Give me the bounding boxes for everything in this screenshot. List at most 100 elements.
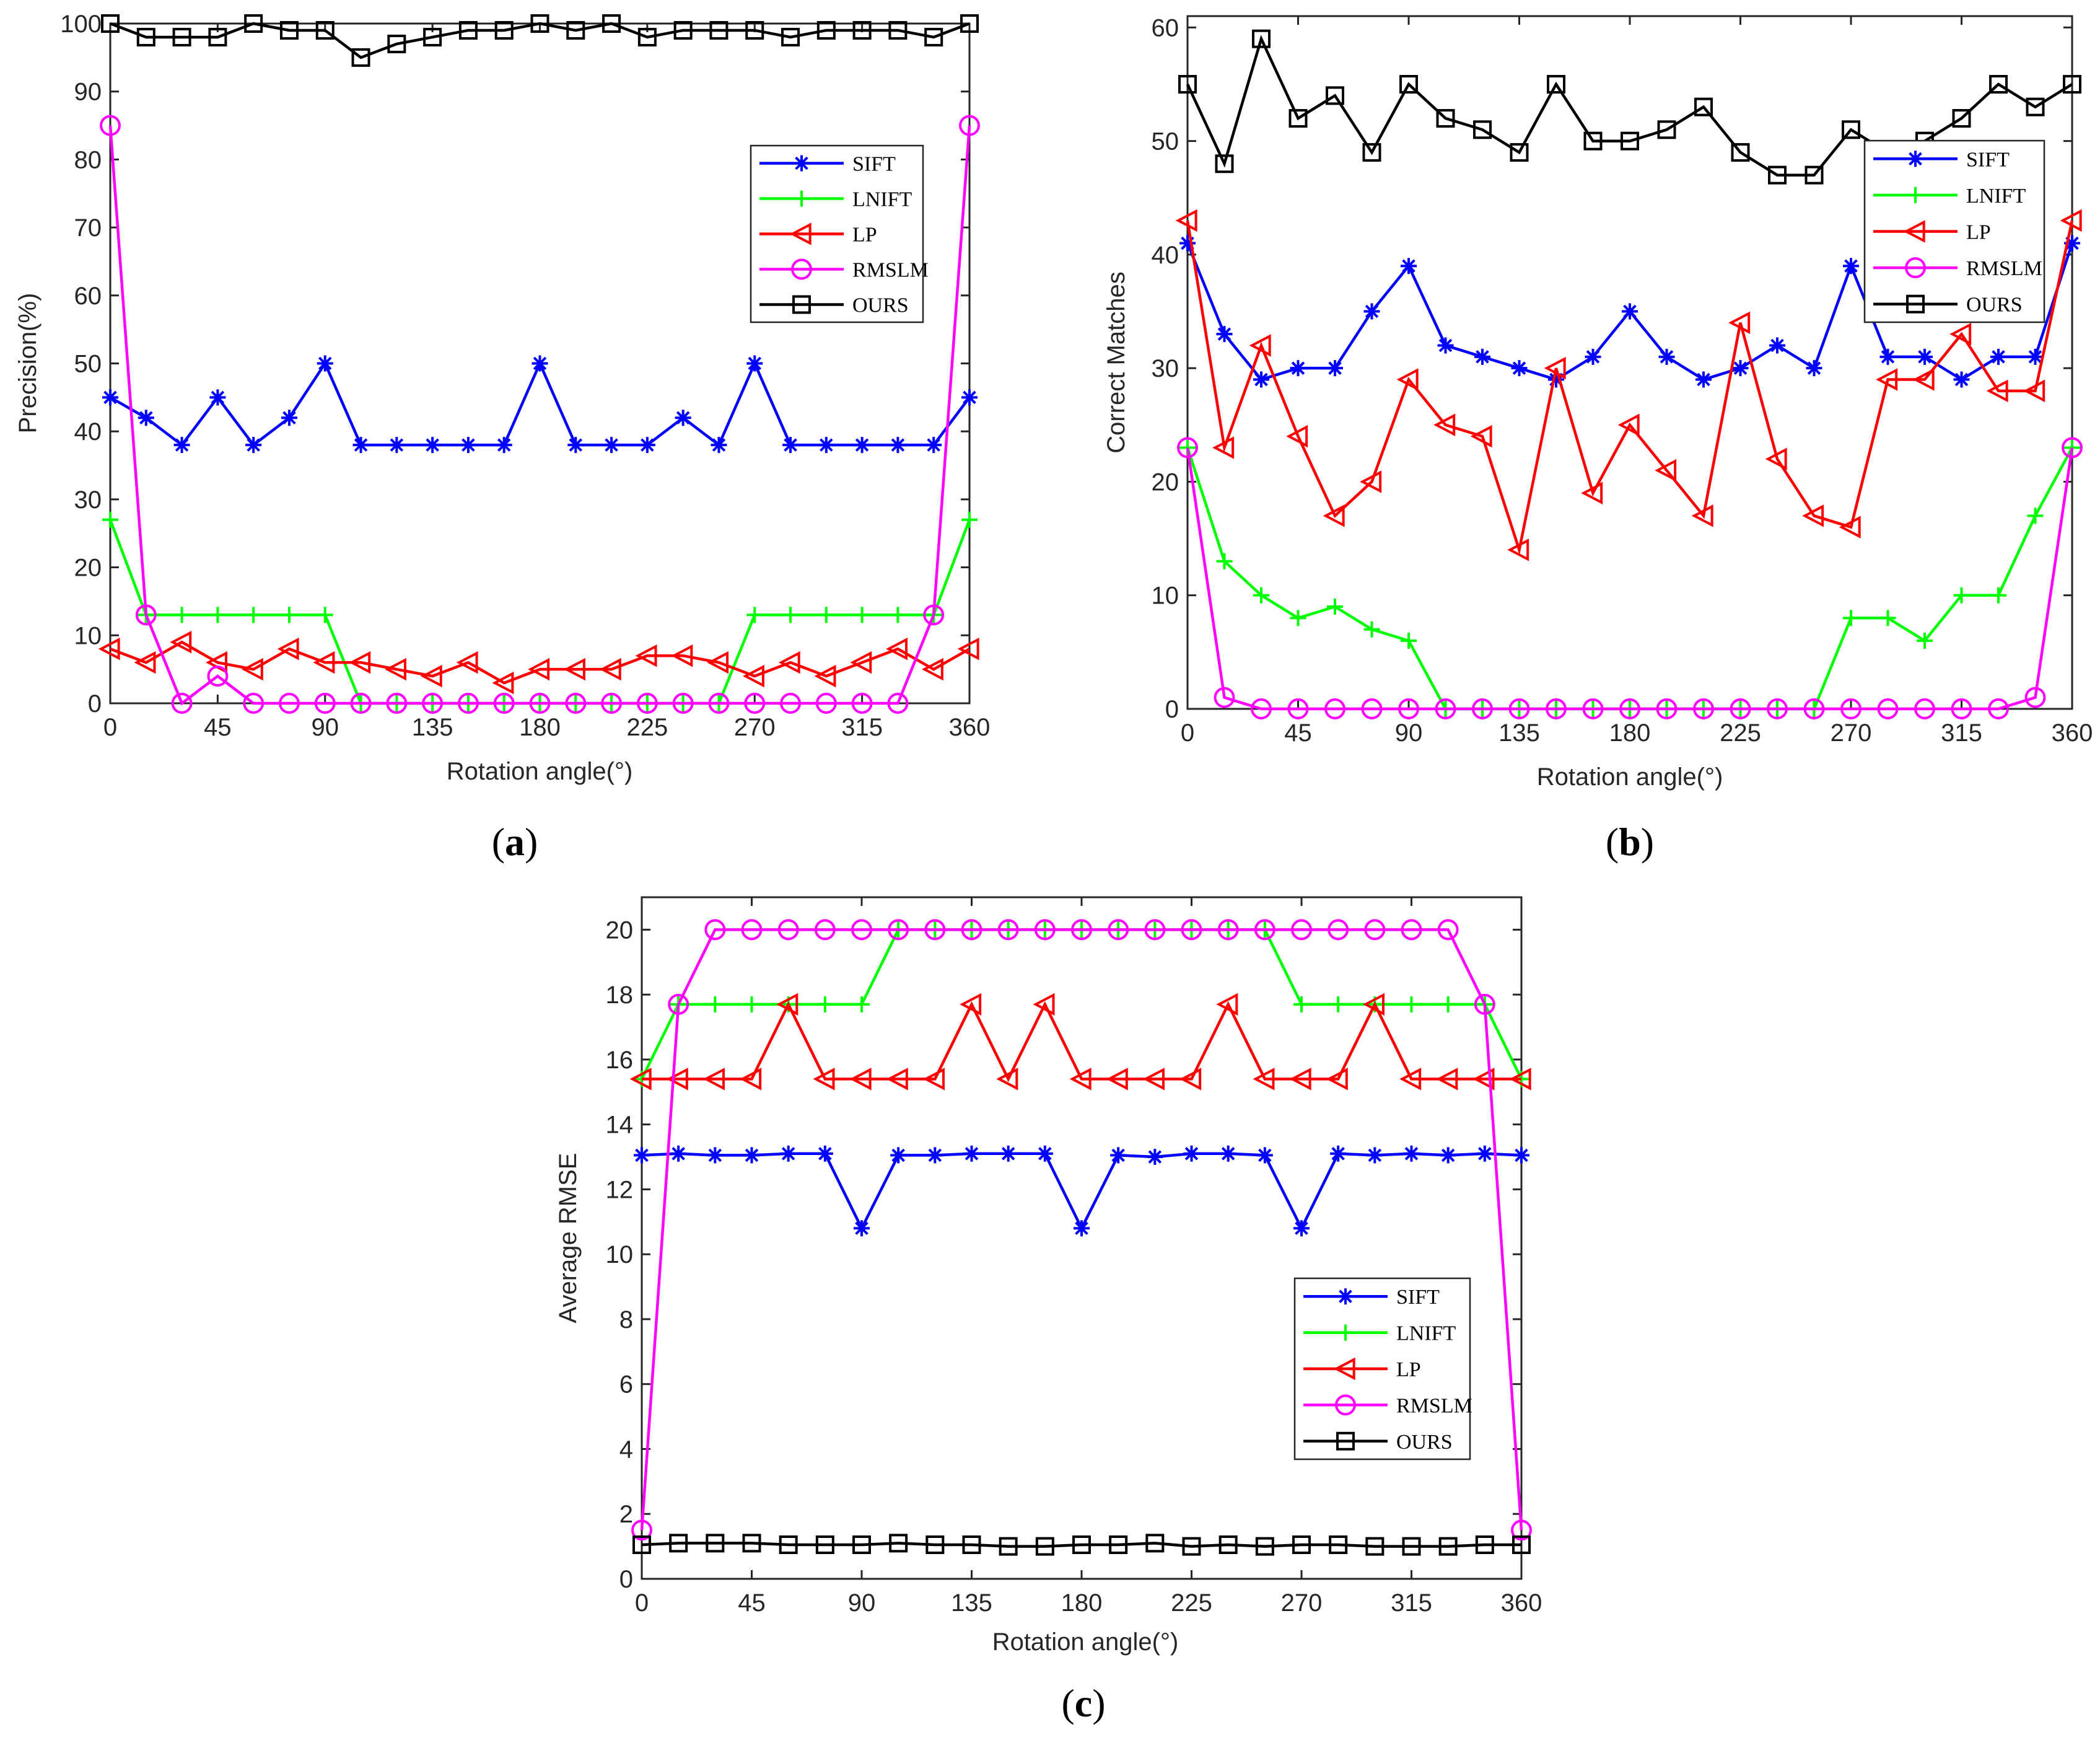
data-point-rmslm — [1251, 698, 1272, 719]
data-point-sift — [1290, 360, 1306, 377]
data-point-sift — [1293, 1220, 1310, 1237]
data-point-rmslm — [207, 665, 229, 687]
data-point-lp — [1544, 356, 1566, 380]
data-point-lp — [635, 644, 657, 667]
x-tick-label: 135 — [412, 714, 453, 741]
data-point-ours — [602, 14, 621, 33]
data-point-rmslm — [997, 919, 1019, 941]
y-tick-label: 30 — [1152, 355, 1179, 382]
data-point-lp — [241, 657, 263, 681]
data-point-ours — [1731, 143, 1750, 162]
data-point-sift — [1216, 326, 1233, 343]
data-point-ours — [1178, 74, 1197, 94]
x-tick-label: 360 — [1501, 1589, 1542, 1617]
data-point-lp — [420, 664, 442, 688]
data-point-sift — [925, 437, 942, 454]
data-point-ours — [888, 20, 908, 40]
series-line-lp — [110, 640, 971, 685]
data-point-sift — [1476, 1145, 1493, 1162]
data-point-ours — [1145, 1534, 1165, 1553]
data-point-sift — [963, 1145, 980, 1162]
legend: SIFT LNIFT LP RMSLM OURS — [1293, 1277, 1472, 1460]
data-point-lp — [1912, 368, 1935, 391]
y-tick-label: 90 — [74, 79, 102, 106]
data-point-ours — [172, 27, 191, 46]
data-point-lp — [349, 651, 371, 674]
data-point-lp — [923, 1068, 945, 1091]
legend-label-lp: LP — [852, 224, 877, 247]
x-tick-label: 270 — [1831, 719, 1872, 747]
data-point-ours — [458, 20, 478, 40]
data-point-sift — [890, 437, 906, 454]
y-tick-label: 16 — [606, 1047, 634, 1074]
data-point-sift — [1658, 348, 1675, 365]
data-point-sift — [1256, 1147, 1273, 1164]
data-point-rmslm — [923, 604, 945, 626]
data-point-sift — [1622, 303, 1638, 320]
x-tick-label: 90 — [848, 1589, 876, 1617]
data-point-rmslm — [636, 693, 658, 714]
data-point-rmslm — [457, 693, 479, 714]
data-point-lnift — [1327, 599, 1343, 615]
data-point-ours — [1436, 108, 1455, 128]
data-point-ours — [1109, 1535, 1128, 1554]
data-point-sift — [460, 437, 476, 454]
data-point-ours — [669, 1534, 688, 1553]
data-point-ours — [566, 20, 585, 40]
data-point-sift — [281, 410, 297, 426]
y-tick-label: 50 — [1152, 128, 1179, 156]
data-point-lnift — [782, 607, 799, 623]
data-point-rmslm — [672, 693, 694, 714]
data-point-ours — [2026, 97, 2045, 116]
data-point-rmslm — [1034, 919, 1056, 941]
data-point-rmslm — [565, 693, 587, 714]
data-point-sift — [1403, 1145, 1420, 1162]
x-tick-label: 90 — [312, 714, 339, 741]
series-lp — [629, 993, 1531, 1091]
data-point-rmslm — [1914, 698, 1935, 719]
y-tick-label: 40 — [1152, 242, 1179, 269]
y-tick-label: 30 — [74, 486, 102, 514]
data-point-ours — [1621, 131, 1639, 151]
data-point-lp — [1433, 413, 1456, 437]
data-point-ours — [1399, 74, 1418, 94]
y-tick-label: 60 — [1152, 14, 1179, 42]
legend-marker-ours — [1906, 294, 1925, 314]
x-tick-label: 180 — [1061, 1589, 1103, 1617]
data-point-sift — [1437, 337, 1454, 354]
data-point-lp — [1399, 1068, 1422, 1091]
data-point-ours — [1292, 1535, 1311, 1554]
data-point-rmslm — [741, 919, 763, 941]
data-point-lnift — [245, 607, 262, 623]
data-point-ours — [1362, 143, 1381, 162]
data-point-rmslm — [314, 693, 336, 714]
data-point-sift — [1327, 360, 1343, 377]
data-point-ours — [279, 20, 299, 40]
data-point-rmslm — [1287, 698, 1309, 719]
data-point-ours — [351, 48, 370, 67]
series-line-lp — [1186, 220, 2074, 556]
data-point-rmslm — [1398, 698, 1419, 719]
data-point-rmslm — [1619, 698, 1640, 719]
data-point-sift — [1695, 371, 1712, 388]
data-point-sift — [854, 1220, 870, 1237]
x-tick-label: 360 — [949, 714, 991, 741]
data-point-lp — [1069, 1068, 1092, 1091]
data-point-lp — [996, 1068, 1018, 1091]
data-point-lp — [2023, 379, 2045, 403]
data-point-sift — [1036, 1145, 1053, 1162]
data-point-rmslm — [888, 919, 909, 941]
data-point-ours — [1365, 1537, 1385, 1556]
x-axis-label: Rotation angle(°) — [447, 758, 633, 785]
data-point-lp — [1289, 1068, 1311, 1091]
panel-a: 0 45 90 135 180 225 270 315 360 0 10 20 30 40 50 60 70 80… — [14, 11, 990, 864]
data-point-rmslm — [529, 693, 551, 714]
data-point-lp — [778, 651, 800, 674]
data-point-ours — [637, 27, 657, 46]
data-point-lp — [813, 1068, 835, 1091]
x-tick-label: 135 — [951, 1589, 992, 1617]
legend-marker-rmslm — [1335, 1394, 1356, 1416]
data-point-lp — [1509, 1068, 1531, 1091]
data-point-lp — [1179, 1068, 1202, 1091]
